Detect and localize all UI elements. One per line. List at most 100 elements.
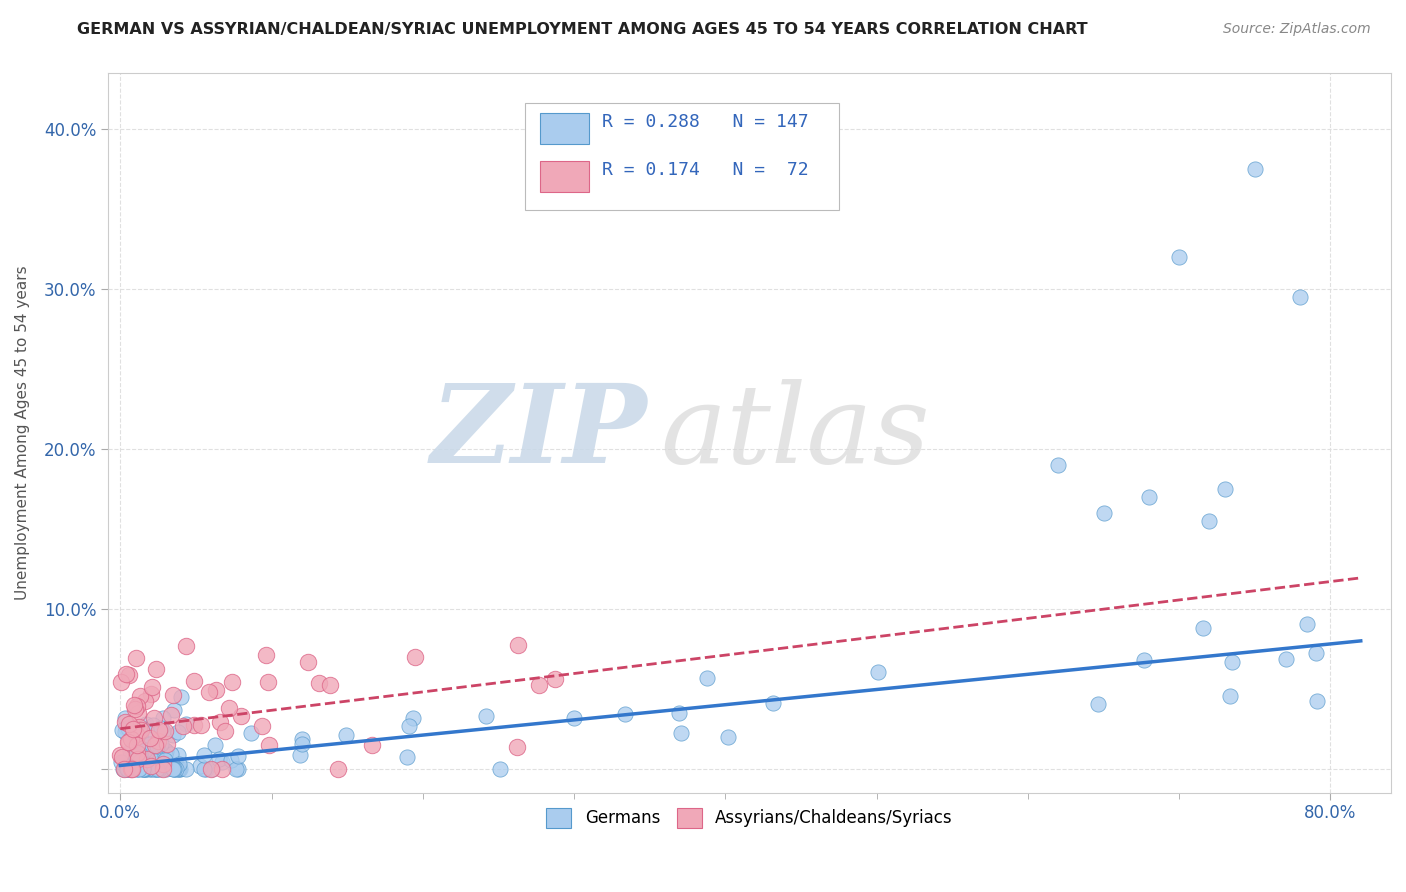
Point — [319, 677, 342, 691]
Point — [160, 747, 183, 761]
Point — [671, 726, 693, 740]
Point — [117, 735, 139, 749]
Point — [115, 762, 138, 776]
Point — [762, 696, 785, 710]
Point — [195, 762, 218, 776]
Point — [153, 747, 176, 762]
Point — [117, 762, 139, 776]
Point — [696, 671, 718, 685]
Point — [198, 685, 221, 699]
Point — [141, 762, 163, 776]
Point — [211, 755, 233, 769]
Point — [129, 754, 152, 768]
Point — [127, 745, 149, 759]
Point — [169, 762, 191, 776]
Point — [190, 717, 212, 731]
Point — [132, 739, 155, 753]
Point — [173, 719, 195, 733]
Point — [291, 732, 314, 747]
Point — [489, 762, 512, 776]
Point — [150, 721, 173, 735]
Text: GERMAN VS ASSYRIAN/CHALDEAN/SYRIAC UNEMPLOYMENT AMONG AGES 45 TO 54 YEARS CORREL: GERMAN VS ASSYRIAN/CHALDEAN/SYRIAC UNEMP… — [77, 22, 1088, 37]
Point — [1047, 458, 1070, 472]
Point — [121, 730, 143, 744]
Point — [204, 738, 226, 752]
FancyBboxPatch shape — [540, 161, 589, 192]
Point — [129, 732, 152, 747]
Point — [1092, 506, 1115, 520]
Point — [149, 751, 172, 765]
Point — [145, 662, 167, 676]
Point — [141, 759, 163, 773]
Point — [139, 762, 162, 776]
Point — [148, 734, 170, 748]
Point — [134, 762, 156, 776]
Point — [132, 762, 155, 776]
Point — [145, 752, 167, 766]
Text: ZIP: ZIP — [430, 379, 647, 486]
Point — [128, 720, 150, 734]
Point — [131, 758, 153, 772]
Point — [135, 751, 157, 765]
Point — [143, 762, 166, 776]
Point — [326, 762, 349, 776]
Point — [226, 762, 249, 776]
Point — [1168, 250, 1191, 264]
Point — [121, 762, 143, 776]
Point — [159, 759, 181, 773]
Point — [110, 747, 132, 762]
Point — [115, 667, 138, 681]
Point — [129, 690, 152, 704]
Text: Source: ZipAtlas.com: Source: ZipAtlas.com — [1223, 22, 1371, 37]
Point — [118, 717, 141, 731]
Point — [308, 675, 330, 690]
Point — [148, 762, 170, 776]
Point — [160, 708, 183, 723]
Point — [167, 762, 190, 776]
Point — [166, 725, 188, 739]
Point — [1087, 697, 1109, 711]
Point — [128, 762, 150, 776]
Point — [193, 762, 215, 776]
Point — [114, 725, 136, 739]
Point — [142, 762, 165, 776]
Point — [110, 755, 132, 769]
Point — [256, 675, 278, 690]
Point — [165, 762, 187, 776]
Point — [291, 737, 314, 751]
Point — [160, 758, 183, 772]
Point — [120, 731, 142, 746]
Point — [153, 754, 176, 768]
Point — [143, 738, 166, 752]
Point — [240, 726, 263, 740]
Point — [118, 734, 141, 748]
Point — [146, 762, 169, 776]
Point — [115, 762, 138, 776]
Point — [288, 748, 311, 763]
Point — [183, 718, 205, 732]
Point — [543, 672, 565, 686]
Point — [121, 762, 143, 776]
Point — [125, 651, 148, 665]
Point — [614, 707, 637, 722]
Point — [134, 728, 156, 742]
Point — [162, 688, 184, 702]
Point — [112, 762, 135, 776]
Point — [1198, 514, 1220, 528]
Point — [152, 756, 174, 771]
Point — [135, 740, 157, 755]
Point — [211, 762, 233, 776]
Point — [118, 756, 141, 771]
Point — [163, 703, 186, 717]
Point — [111, 723, 134, 737]
Point — [110, 674, 132, 689]
Legend: Germans, Assyrians/Chaldeans/Syriacs: Germans, Assyrians/Chaldeans/Syriacs — [540, 801, 959, 835]
Point — [122, 749, 145, 764]
Point — [135, 762, 157, 776]
Point — [143, 750, 166, 764]
Point — [1305, 646, 1327, 660]
Point — [562, 711, 585, 725]
Text: atlas: atlas — [659, 379, 929, 486]
Point — [124, 753, 146, 767]
Point — [1243, 161, 1265, 176]
